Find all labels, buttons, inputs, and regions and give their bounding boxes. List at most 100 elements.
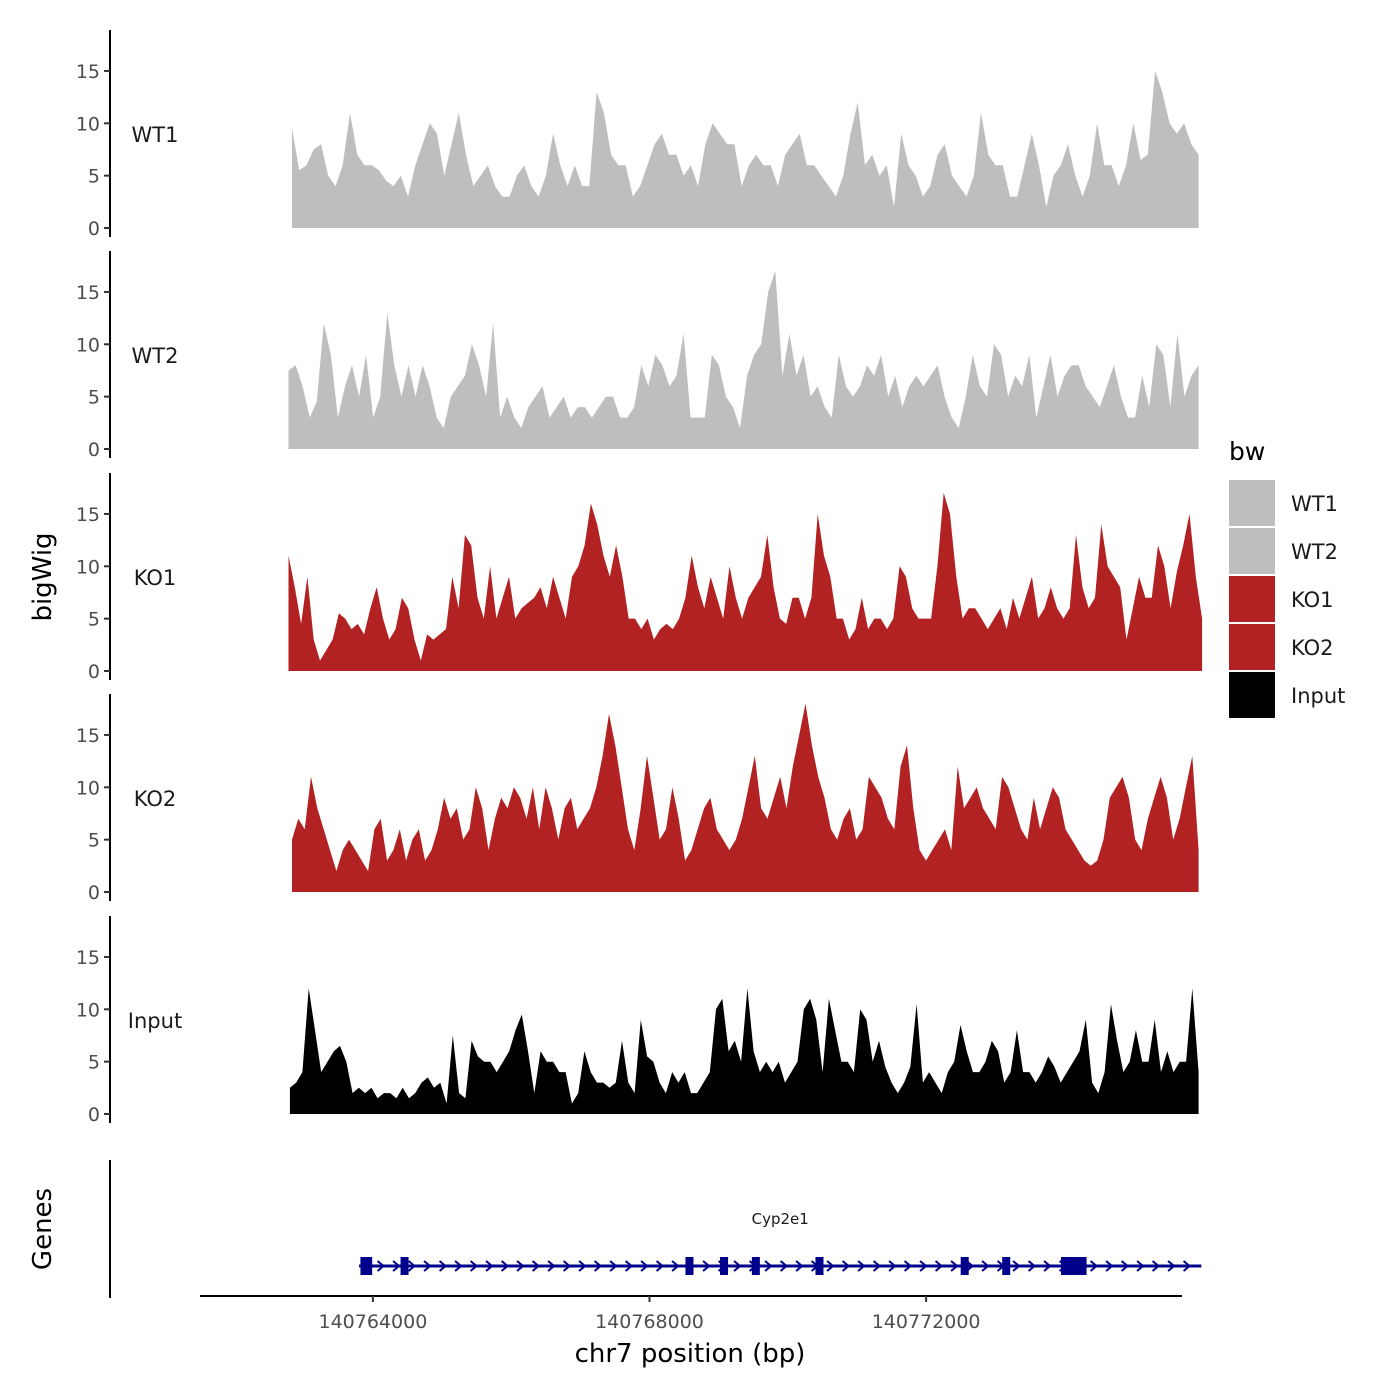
y-tick-label: 5 <box>88 830 100 852</box>
strand-arrow <box>438 1260 448 1272</box>
exon <box>400 1257 409 1275</box>
exon <box>1002 1257 1011 1275</box>
x-axis: chr7 position (bp) 140764000 140768000 140… <box>200 1295 1182 1369</box>
strand-arrow <box>516 1260 525 1272</box>
strand-arrow <box>454 1260 463 1272</box>
strand-arrow <box>469 1260 479 1272</box>
strand-arrow <box>841 1260 851 1272</box>
strand-arrow <box>733 1260 742 1272</box>
strand-arrow <box>857 1260 866 1272</box>
legend-label: Input <box>1291 684 1345 708</box>
track-ko2: 0 5 10 15 KO2 <box>76 694 1199 904</box>
track-area-ko1 <box>288 493 1203 671</box>
exon <box>685 1257 694 1275</box>
track-wt1: 0 5 10 15 WT1 <box>76 30 1199 240</box>
strand-arrow <box>779 1260 789 1272</box>
legend: bw WT1 WT2 KO1 KO2 Input <box>1229 437 1345 718</box>
y-tick-label: 10 <box>76 556 100 578</box>
legend-key-wt1 <box>1229 480 1275 526</box>
y-tick-label: 5 <box>88 387 100 409</box>
y-tick-label: 0 <box>88 661 100 683</box>
strand-arrow <box>903 1260 913 1272</box>
x-tick-label: 140764000 <box>318 1311 427 1333</box>
track-area-input <box>289 988 1199 1114</box>
strand-arrow <box>376 1260 386 1272</box>
strand-arrow <box>950 1260 959 1272</box>
strand-arrow <box>1105 1260 1114 1272</box>
y-tick-label: 5 <box>88 1052 100 1074</box>
strand-arrow <box>624 1260 634 1272</box>
track-wt2: 0 5 10 15 WT2 <box>76 251 1199 461</box>
x-tick-label: 140768000 <box>595 1311 704 1333</box>
y-tick-label: 5 <box>88 609 100 631</box>
exon <box>720 1257 729 1275</box>
y-tick-label: 10 <box>76 999 100 1021</box>
track-label: WT1 <box>132 123 179 147</box>
strand-arrow <box>547 1260 556 1272</box>
strand-arrow <box>655 1260 665 1272</box>
strand-arrow <box>485 1260 494 1272</box>
strand-arrow <box>1043 1260 1052 1272</box>
legend-key-input <box>1229 672 1275 718</box>
y-tick-label: 0 <box>88 439 100 461</box>
tracks-layer: 0 5 10 15 WT1 0 5 10 15 WT2 0 5 10 15 KO1 0 5 10 15 KO2 0 5 10… <box>76 30 1203 1126</box>
strand-arrow <box>1089 1260 1099 1272</box>
legend-title: bw <box>1229 437 1265 466</box>
strand-arrow <box>671 1260 680 1272</box>
strand-arrow <box>640 1260 649 1272</box>
y-tick-label: 10 <box>76 334 100 356</box>
strand-arrow <box>609 1260 618 1272</box>
exon <box>751 1257 760 1275</box>
x-tick-label: 140772000 <box>872 1311 981 1333</box>
y-tick-label: 10 <box>76 777 100 799</box>
track-input: 0 5 10 15 Input <box>76 916 1199 1126</box>
strand-arrow <box>934 1260 944 1272</box>
track-area-wt1 <box>292 70 1199 229</box>
y-tick-label: 15 <box>76 725 100 747</box>
y-tick-label: 0 <box>88 218 100 240</box>
strand-arrow <box>1182 1260 1192 1272</box>
legend-key-ko2 <box>1229 624 1275 670</box>
legend-key-wt2 <box>1229 528 1275 574</box>
y-tick-label: 15 <box>76 504 100 526</box>
exon <box>1060 1257 1087 1275</box>
y-tick-label: 10 <box>76 113 100 135</box>
strand-arrow <box>1120 1260 1130 1272</box>
legend-label: WT2 <box>1291 540 1338 564</box>
legend-label: WT1 <box>1291 492 1338 516</box>
exon <box>960 1257 969 1275</box>
strand-arrow <box>1027 1260 1037 1272</box>
track-area-wt2 <box>288 271 1199 449</box>
strand-arrow <box>919 1260 928 1272</box>
strand-arrow <box>593 1260 603 1272</box>
strand-arrow <box>562 1260 572 1272</box>
genes-panel: Cyp2e1 <box>109 1160 1202 1298</box>
y-tick-label: 5 <box>88 166 100 188</box>
gene-cyp2e1: Cyp2e1 <box>359 1210 1202 1275</box>
strand-arrow <box>1136 1260 1145 1272</box>
strand-arrow <box>423 1260 432 1272</box>
exon <box>815 1257 824 1275</box>
strand-arrow <box>1151 1260 1161 1272</box>
strand-arrow <box>795 1260 804 1272</box>
legend-key-ko1 <box>1229 576 1275 622</box>
y-axis-title: bigWig <box>28 532 58 621</box>
y-tick-label: 15 <box>76 282 100 304</box>
track-label: Input <box>128 1009 182 1033</box>
y-tick-label: 0 <box>88 882 100 904</box>
gene-label: Cyp2e1 <box>752 1210 809 1228</box>
strand-arrow <box>981 1260 990 1272</box>
x-axis-title: chr7 position (bp) <box>575 1339 806 1369</box>
track-ko1: 0 5 10 15 KO1 <box>76 473 1203 683</box>
y-tick-label: 0 <box>88 1104 100 1126</box>
strand-arrow <box>531 1260 541 1272</box>
legend-label: KO2 <box>1291 636 1334 660</box>
legend-label: KO1 <box>1291 588 1334 612</box>
exon <box>360 1257 373 1275</box>
track-label: KO1 <box>134 566 177 590</box>
genes-axis-title: Genes <box>28 1188 58 1270</box>
track-label: KO2 <box>134 787 177 811</box>
y-tick-label: 15 <box>76 61 100 83</box>
strand-arrow <box>407 1260 417 1272</box>
